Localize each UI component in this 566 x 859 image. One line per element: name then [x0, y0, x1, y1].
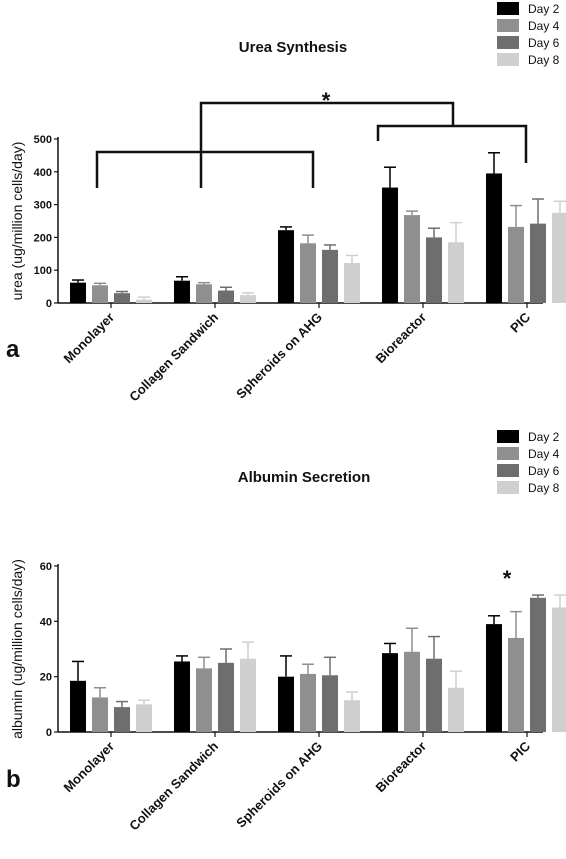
significance-bracket — [95, 150, 315, 188]
y-axis-label: urea (ug/million cells/day) — [9, 142, 25, 301]
bar-day-6 — [426, 237, 442, 303]
y-tick-label: 20 — [40, 672, 52, 684]
bar-day-2 — [278, 230, 294, 303]
bar-day-8 — [136, 704, 152, 732]
bar-day-4 — [196, 284, 212, 303]
bar-day-8 — [552, 212, 566, 303]
bar-day-4 — [404, 651, 420, 732]
y-tick-label: 40 — [40, 616, 52, 628]
y-tick-label: 0 — [46, 727, 52, 739]
chart-panel-b: Albumin Secretion albumin (ug/million cel… — [6, 430, 566, 833]
bar-day-2 — [70, 282, 86, 303]
significance-bracket — [199, 101, 455, 188]
bar-day-4 — [404, 215, 420, 303]
x-tick-label: Collagen Sandwich — [126, 738, 221, 833]
bar-day-2 — [278, 676, 294, 732]
legend-swatch — [497, 19, 519, 32]
bar-day-2 — [174, 280, 190, 303]
legend-entry: Day 2 — [528, 2, 560, 16]
y-tick-label: 100 — [34, 265, 52, 277]
x-tick-label: Spheroids on AHG — [233, 739, 325, 831]
legend-entry: Day 6 — [528, 464, 560, 478]
bar-day-6 — [322, 675, 338, 732]
bar-day-6 — [322, 249, 338, 303]
bar-day-4 — [508, 226, 524, 303]
bar-day-2 — [174, 661, 190, 732]
bar-day-2 — [382, 187, 398, 303]
x-tick-label: Bioreactor — [373, 310, 430, 367]
bar-day-2 — [382, 653, 398, 732]
legend-entry: Day 8 — [528, 53, 560, 67]
bar-day-6 — [114, 707, 130, 732]
bar-day-4 — [196, 668, 212, 732]
panel-label: a — [6, 336, 20, 363]
bar-day-2 — [486, 624, 502, 732]
significance-marker: * — [503, 566, 512, 591]
x-tick-label: Bioreactor — [373, 739, 430, 796]
y-tick-label: 60 — [40, 561, 52, 573]
bar-day-8 — [344, 700, 360, 732]
legend-swatch — [497, 464, 519, 477]
x-tick-label: Spheroids on AHG — [233, 310, 325, 402]
bar-day-8 — [552, 607, 566, 732]
legend-entry: Day 4 — [528, 19, 560, 33]
bar-day-6 — [530, 597, 546, 732]
chart-title: Albumin Secretion — [238, 469, 371, 486]
x-tick-label: PIC — [507, 309, 533, 335]
bar-day-4 — [300, 673, 316, 732]
bar-day-6 — [114, 293, 130, 303]
bar-day-4 — [92, 285, 108, 303]
legend-swatch — [497, 2, 519, 15]
x-tick-label: Monolayer — [61, 739, 118, 796]
bar-day-8 — [136, 299, 152, 303]
y-tick-label: 400 — [34, 167, 52, 179]
legend-entry: Day 2 — [528, 430, 560, 444]
significance-marker: * — [322, 88, 331, 113]
legend-swatch — [497, 430, 519, 443]
bar-day-4 — [92, 697, 108, 732]
bar-day-6 — [530, 223, 546, 303]
legend-entry: Day 8 — [528, 481, 560, 495]
y-tick-label: 200 — [34, 232, 52, 244]
x-tick-label: PIC — [507, 738, 533, 764]
y-axis-label: albumin (ug/million cells/day) — [9, 559, 25, 739]
chart-panel-a: Urea Synthesis urea (ug/million cells/day… — [6, 2, 566, 404]
bar-day-8 — [240, 295, 256, 303]
legend-entry: Day 4 — [528, 447, 560, 461]
bar-day-6 — [218, 662, 234, 732]
bar-day-2 — [486, 173, 502, 303]
y-tick-label: 0 — [46, 298, 52, 310]
bar-day-8 — [448, 242, 464, 303]
bar-day-8 — [448, 687, 464, 732]
bar-day-6 — [426, 658, 442, 732]
y-tick-label: 300 — [34, 200, 52, 212]
bar-day-8 — [344, 262, 360, 303]
bar-day-6 — [218, 290, 234, 303]
legend-swatch — [497, 481, 519, 494]
x-tick-label: Monolayer — [61, 310, 118, 367]
y-tick-label: 500 — [34, 134, 52, 146]
legend-swatch — [497, 36, 519, 49]
bar-day-8 — [240, 658, 256, 732]
legend-swatch — [497, 53, 519, 66]
bar-day-2 — [70, 680, 86, 732]
significance-bracket — [376, 124, 528, 163]
bar-day-4 — [300, 243, 316, 303]
chart-title: Urea Synthesis — [239, 39, 347, 56]
legend-entry: Day 6 — [528, 36, 560, 50]
legend-swatch — [497, 447, 519, 460]
x-tick-label: Collagen Sandwich — [126, 309, 221, 404]
bar-day-4 — [508, 637, 524, 732]
panel-label: b — [6, 766, 21, 793]
